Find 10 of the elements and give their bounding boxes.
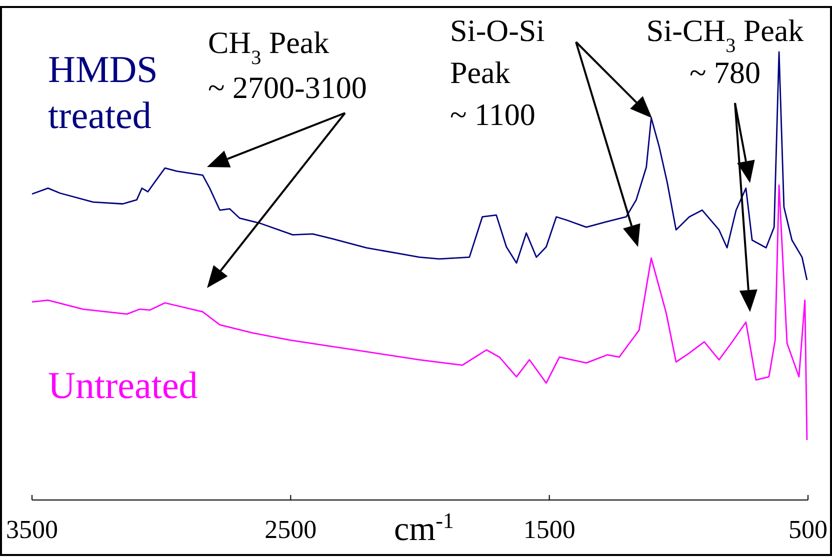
- x-tick-label: 2500: [264, 515, 317, 544]
- annotation: Si-O-Si Peak ~ 1100: [450, 13, 546, 132]
- annotation: Si-CH$_{3}$ Peak ~ 780: [646, 13, 804, 90]
- series-label: Untreated: [48, 365, 198, 407]
- x-axis-title: cm$^{-1}$: [394, 508, 454, 548]
- x-tick-label: 500: [788, 515, 828, 544]
- annotation: CH$_{3}$ Peak ~ 2700-3100: [208, 25, 367, 105]
- x-tick-label: 3500: [6, 515, 58, 544]
- x-tick-label: 1500: [523, 515, 576, 544]
- series-label: HMDS treated: [48, 49, 158, 137]
